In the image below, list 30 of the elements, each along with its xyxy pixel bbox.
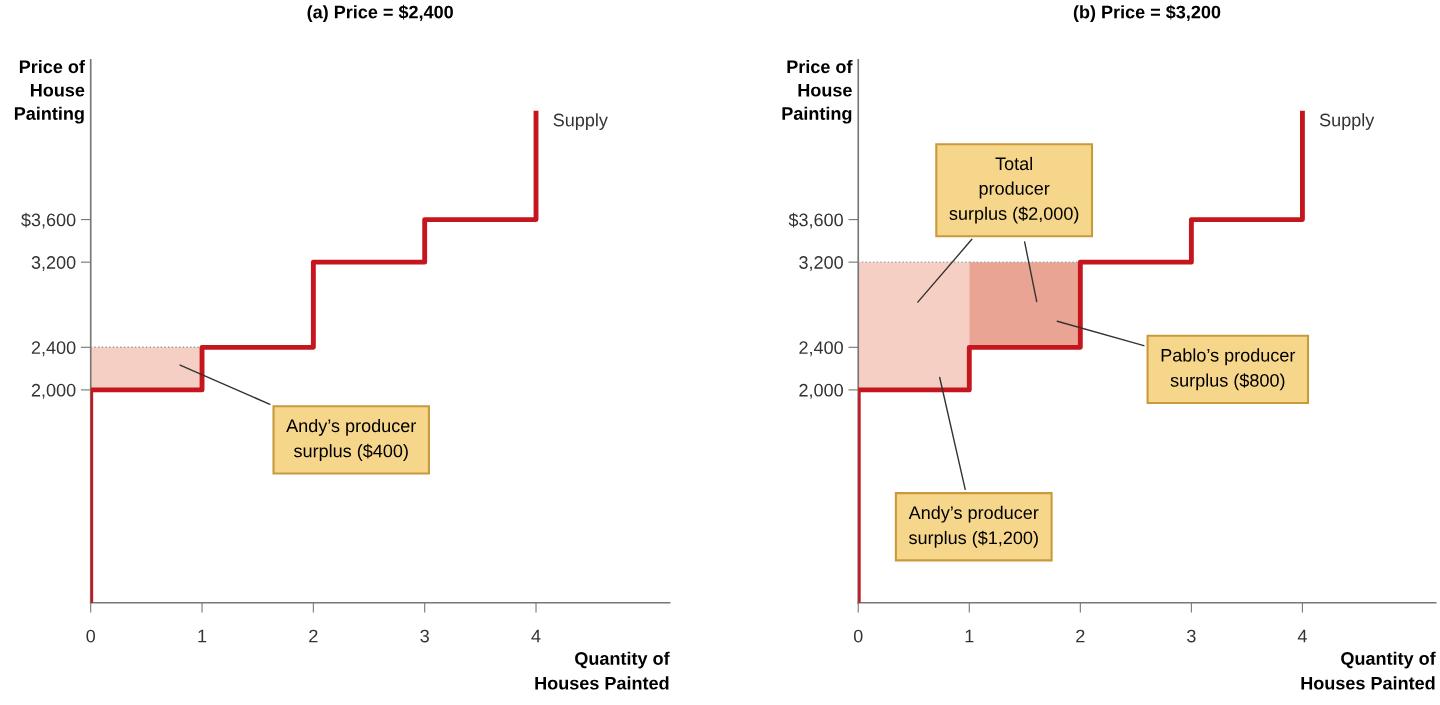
x-tick-label: 1 (965, 629, 974, 643)
annotation: Andy’s producer surplus ($1,200) (908, 505, 1039, 548)
y-tick-label: 2,400 (31, 341, 76, 357)
y-axis-title: Price of House Painting (782, 59, 853, 124)
y-tick-label: 3,200 (799, 256, 843, 272)
y-tick-label: 2,000 (799, 383, 843, 399)
x-tick-label: 0 (86, 629, 96, 643)
x-tick-label: 3 (1187, 629, 1196, 643)
y-tick-label: 2,000 (31, 383, 76, 399)
x-tick-label: 2 (309, 629, 318, 643)
annotation: Andy’s producer surplus ($400) (286, 418, 416, 461)
y-axis-title: Price of House Painting (14, 59, 85, 124)
x-tick-label: 4 (1297, 629, 1307, 643)
y-tick-label: $3,600 (21, 212, 76, 229)
y-tick-label: 3,200 (31, 256, 76, 272)
series-label: Supply (553, 113, 608, 130)
x-tick-label: 1 (198, 629, 207, 643)
chart-title: (a) Price = $2,400 (307, 4, 453, 22)
y-tick-label: 2,400 (799, 341, 843, 357)
annotation: Pablo’s producer surplus ($800) (1161, 348, 1296, 391)
y-tick-label: $3,600 (788, 212, 843, 229)
chart-title: (b) Price = $3,200 (1073, 4, 1221, 22)
x-tick-label: 2 (1076, 629, 1085, 643)
x-axis-title: Quantity of Houses Painted (1301, 651, 1436, 690)
annotation: Total producer surplus ($2,000) (949, 156, 1079, 224)
x-tick-label: 3 (420, 629, 429, 643)
x-axis-title: Quantity of Houses Painted (535, 651, 670, 690)
series-label: Supply (1319, 113, 1375, 130)
x-tick-label: 4 (531, 629, 541, 643)
x-tick-label: 0 (853, 629, 863, 643)
